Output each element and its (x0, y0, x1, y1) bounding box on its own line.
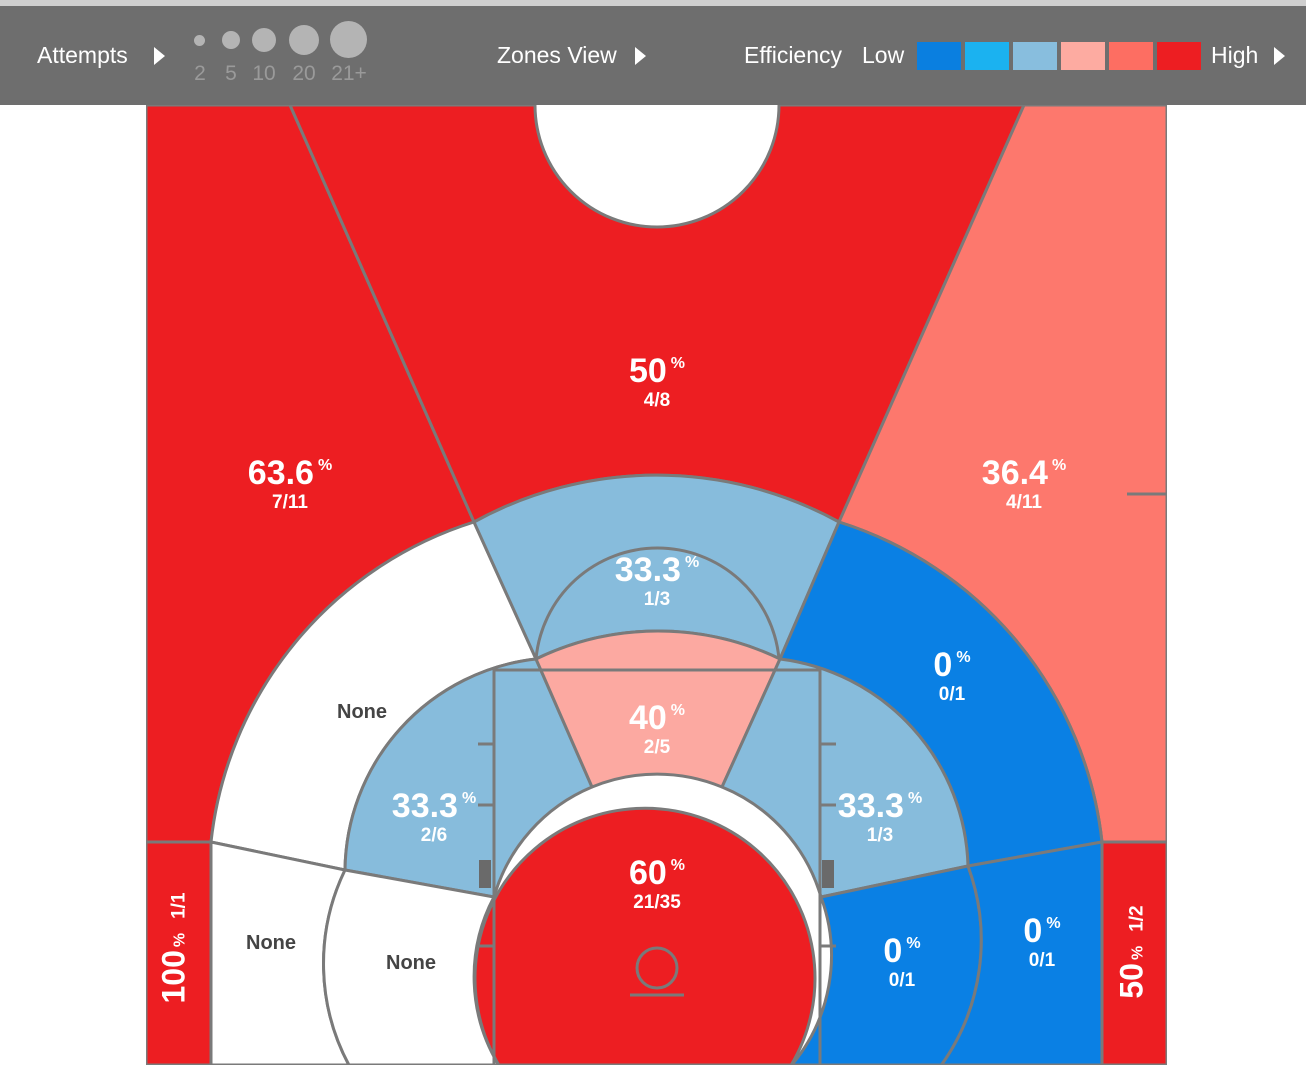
percent-sign: % (684, 554, 700, 571)
percent-sign: % (317, 457, 333, 474)
zone-pct: 0 (933, 646, 953, 684)
percent-sign: % (670, 355, 686, 372)
zone-frac: 0/1 (888, 970, 916, 991)
zone-label-left-baseline-short: None (386, 952, 436, 974)
percent-sign: % (461, 790, 477, 807)
zone-pct: 50 (628, 352, 667, 390)
zone-label-right-wing-three: 36.4% 4/11 (982, 455, 1066, 515)
zone-pct: 50 (1113, 963, 1150, 999)
zone-pct: 0 (1023, 912, 1043, 950)
zone-right-baseline-mid[interactable] (939, 840, 1104, 1067)
zone-pct: 33.3 (614, 551, 681, 589)
size-dot-21plus-icon (330, 21, 367, 58)
basket-rim-icon (635, 946, 679, 990)
efficiency-low-label: Low (862, 42, 905, 68)
efficiency-high-label: High (1211, 42, 1259, 68)
percent-sign: % (1051, 457, 1067, 474)
size-legend-label: 20 (292, 62, 316, 85)
zone-pct: 36.4 (981, 454, 1048, 492)
attempts-expand-arrow-icon[interactable] (154, 47, 165, 65)
zone-label-right-short: 33.3% 1/3 (838, 788, 922, 848)
zone-pct: 33.3 (391, 787, 458, 825)
free-throw-lane (492, 668, 822, 1065)
percent-sign: % (171, 932, 189, 948)
zone-label-restricted-area: 60% 21/35 (629, 855, 685, 915)
zones-view-arrow-icon[interactable] (635, 47, 646, 65)
zone-label-left-wing-three: 63.6% 7/11 (248, 455, 332, 515)
percent-sign: % (670, 857, 686, 874)
zones-view-label[interactable]: Zones View (497, 42, 617, 68)
percent-sign: % (956, 649, 971, 666)
zone-label-top-of-key-mid: 33.3% 1/3 (615, 552, 699, 612)
window-top-strip (0, 0, 1306, 6)
zone-frac: 4/8 (643, 390, 671, 411)
size-legend-label: 10 (252, 62, 276, 85)
free-throw-circle (534, 546, 781, 660)
zone-pct: 40 (628, 699, 667, 737)
efficiency-label: Efficiency (744, 42, 843, 68)
chart-toolbar: Attempts 2 5 10 20 21+ Zones View Effici… (0, 6, 1306, 105)
efficiency-swatch (965, 42, 1009, 70)
size-legend-label: 2 (194, 62, 206, 85)
percent-sign: % (907, 790, 923, 807)
percent-sign: % (906, 935, 921, 952)
zone-label-left-baseline-mid: None (246, 932, 296, 954)
zone-label-left-corner-three: 100% 1/1 (156, 892, 199, 1003)
efficiency-swatch (1109, 42, 1153, 70)
zone-frac: 1/3 (643, 589, 671, 610)
zone-frac: 2/6 (420, 825, 448, 846)
zone-frac: 1/1 (168, 892, 190, 919)
zone-label-paint-top: 40% 2/5 (629, 700, 685, 760)
zone-left-short[interactable] (343, 657, 594, 899)
court-lines (146, 105, 1167, 1065)
zone-frac: 0/1 (1028, 950, 1056, 971)
zone-frac: 1/2 (1126, 905, 1148, 932)
zone-pct: 100 (155, 950, 192, 1004)
size-dot-5-icon (222, 31, 240, 49)
zone-pct: 63.6 (247, 454, 314, 492)
zone-label-left-wing-mid: None (337, 701, 387, 723)
zone-restricted-area[interactable] (473, 806, 817, 1067)
zone-right-corner-three[interactable] (1100, 840, 1167, 1067)
size-dot-10-icon (252, 28, 276, 52)
zone-label-right-wing-mid: 0% 0/1 (933, 647, 970, 707)
lane-block-left (479, 860, 491, 888)
zone-right-short[interactable] (720, 657, 970, 899)
size-legend-label: 5 (225, 62, 237, 85)
efficiency-swatch (1013, 42, 1057, 70)
zone-frac: 7/11 (272, 492, 308, 513)
efficiency-swatch (1157, 42, 1201, 70)
attempts-label: Attempts (37, 42, 128, 68)
zone-pct: 33.3 (837, 787, 904, 825)
percent-sign: % (670, 702, 686, 719)
zone-frac: 0/1 (938, 684, 966, 705)
zone-label-right-baseline-mid: 0% 0/1 (1023, 913, 1060, 973)
center-circle (533, 105, 781, 229)
zone-frac: 21/35 (633, 892, 681, 913)
zone-label-right-baseline-short: 0% 0/1 (883, 933, 920, 993)
size-legend-label: 21+ (331, 62, 367, 85)
efficiency-arrow-icon[interactable] (1274, 47, 1285, 65)
zone-frac: 4/11 (1006, 492, 1042, 513)
efficiency-swatch (917, 42, 961, 70)
zone-label-top-key-three: 50% 4/8 (629, 353, 685, 413)
zone-label-right-corner-three: 50% 1/2 (1114, 905, 1157, 998)
percent-sign: % (1129, 945, 1147, 961)
zone-label-left-short: 33.3% 2/6 (392, 788, 476, 848)
zone-pct: 0 (883, 932, 903, 970)
size-dot-2-icon (194, 35, 205, 46)
lane-block-right (822, 860, 834, 888)
size-dot-20-icon (289, 25, 319, 55)
zone-frac: 1/3 (866, 825, 894, 846)
percent-sign: % (1046, 915, 1061, 932)
zone-pct: 60 (628, 854, 667, 892)
efficiency-swatch (1061, 42, 1105, 70)
zone-frac: 2/5 (643, 737, 671, 758)
